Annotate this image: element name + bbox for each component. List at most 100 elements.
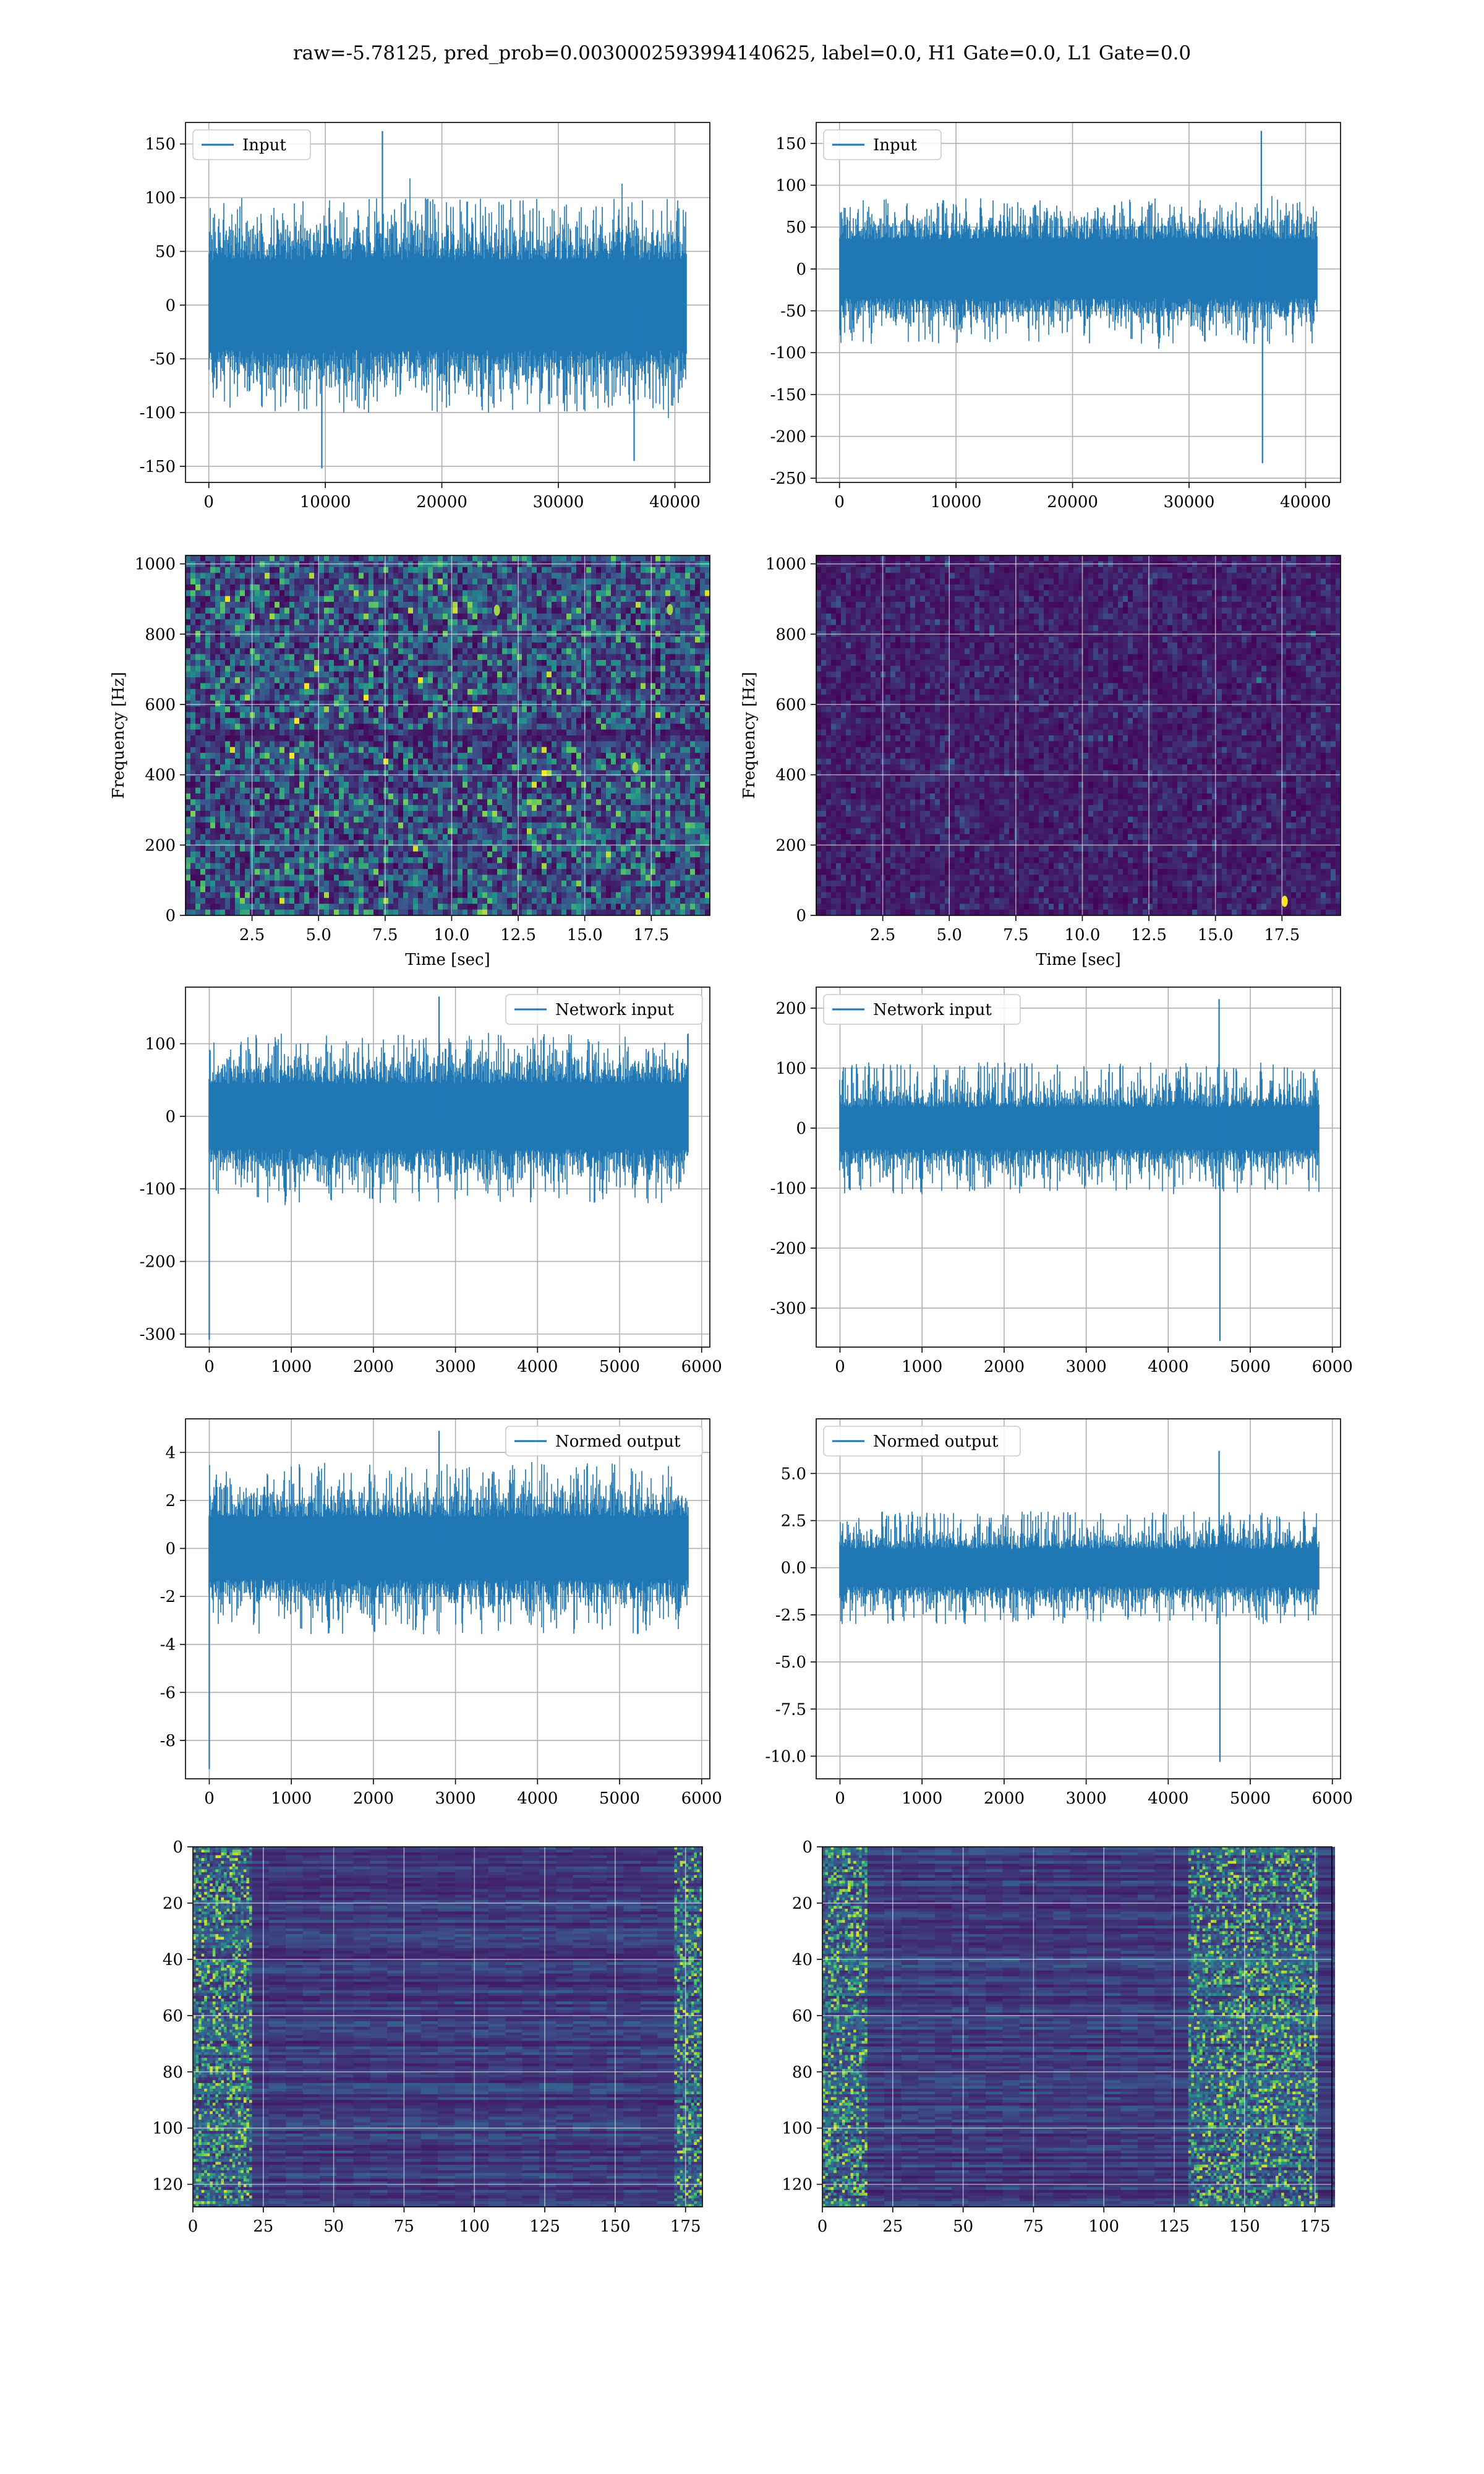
heatmap-cell (398, 660, 404, 666)
heatmap-cell (275, 764, 280, 771)
heatmap-cell (373, 741, 379, 747)
heatmap-cell (279, 770, 285, 776)
heatmap-cell (487, 625, 493, 631)
heatmap-cell (695, 799, 701, 805)
heatmap-cell (354, 805, 359, 811)
heatmap-cell (284, 741, 290, 747)
heatmap-cell (319, 579, 325, 585)
heatmap-cell (458, 713, 463, 719)
heatmap-cell (319, 666, 325, 672)
heatmap-cell (532, 735, 537, 742)
heatmap-cell (512, 788, 518, 794)
heatmap-cell (448, 788, 453, 794)
heatmap-cell (576, 788, 582, 794)
heatmap-cell (225, 573, 231, 579)
heatmap-cell (294, 735, 300, 742)
heatmap-cell (606, 706, 612, 713)
heatmap-cell (522, 602, 527, 608)
heatmap-cell (542, 718, 547, 724)
heatmap-cell (240, 672, 245, 678)
heatmap-cell (260, 724, 265, 730)
heatmap-cell (532, 660, 537, 666)
heatmap-cell (334, 654, 339, 661)
heatmap-cell (616, 770, 621, 776)
heatmap-cell (660, 759, 666, 765)
heatmap-cell (542, 602, 547, 608)
heatmap-cell (240, 811, 245, 817)
heatmap-cell (680, 759, 686, 765)
heatmap-cell (324, 579, 330, 585)
heatmap-cell (294, 567, 300, 573)
heatmap-cell (616, 619, 621, 625)
heatmap-cell (660, 619, 666, 625)
heatmap-cell (621, 584, 626, 591)
heatmap-cell (487, 713, 493, 719)
heatmap-cell (413, 811, 419, 817)
heatmap-cell (200, 573, 206, 579)
heatmap-cell (265, 799, 270, 805)
heatmap-cell (561, 677, 567, 683)
heatmap-cell (418, 770, 424, 776)
heatmap-cell (388, 776, 394, 782)
heatmap-cell (309, 602, 315, 608)
heatmap-cell (512, 794, 518, 800)
heatmap-cell (220, 718, 226, 724)
heatmap-cell (660, 608, 666, 614)
heatmap-cell (205, 579, 211, 585)
heatmap-cell (621, 776, 626, 782)
heatmap-cell (354, 683, 359, 690)
heatmap-cell (344, 643, 349, 649)
heatmap-cell (542, 747, 547, 753)
heatmap-cell (428, 735, 433, 742)
heatmap-cell (655, 713, 661, 719)
heatmap-cell (477, 794, 483, 800)
heatmap-cell (685, 747, 691, 753)
heatmap-cell (289, 584, 295, 591)
heatmap-cell (472, 816, 478, 823)
heatmap-cell (561, 584, 567, 591)
heatmap-cell (566, 776, 572, 782)
heatmap-cell (418, 672, 424, 678)
heatmap-cell (240, 584, 245, 591)
heatmap-cell (443, 614, 448, 620)
heatmap-cell (240, 741, 245, 747)
heatmap-cell (245, 788, 250, 794)
heatmap-cell (581, 788, 587, 794)
heatmap-cell (571, 782, 577, 788)
heatmap-cell (482, 782, 488, 788)
heatmap-cell (354, 660, 359, 666)
heatmap-cell (319, 753, 325, 759)
heatmap-cell (552, 713, 557, 719)
heatmap-cell (423, 770, 429, 776)
heatmap-cell (611, 648, 616, 654)
heatmap-cell (552, 677, 557, 683)
heatmap-cell (552, 811, 557, 817)
heatmap-cell (240, 799, 245, 805)
heatmap-cell (260, 567, 265, 573)
heatmap-cell (284, 608, 290, 614)
heatmap-cell (566, 713, 572, 719)
heatmap-cell (542, 689, 547, 695)
heatmap-cell (477, 718, 483, 724)
heatmap-cell (700, 747, 706, 753)
heatmap-cell (552, 701, 557, 707)
heatmap-cell (334, 643, 339, 649)
heatmap-cell (487, 788, 493, 794)
heatmap-cell (482, 643, 488, 649)
heatmap-cell (601, 636, 607, 643)
heatmap-cell (690, 666, 696, 672)
heatmap-cell (581, 596, 587, 602)
heatmap-cell (591, 799, 597, 805)
heatmap-cell (487, 776, 493, 782)
heatmap-cell (423, 625, 429, 631)
heatmap-cell (294, 636, 300, 643)
heatmap-cell (245, 747, 250, 753)
heatmap-cell (547, 776, 552, 782)
heatmap-cell (463, 672, 468, 678)
heatmap-cell (329, 759, 335, 765)
heatmap-cell (270, 654, 275, 661)
heatmap-cell (225, 567, 231, 573)
heatmap-cell (319, 567, 325, 573)
heatmap-cell (497, 660, 503, 666)
heatmap-cell (472, 573, 478, 579)
